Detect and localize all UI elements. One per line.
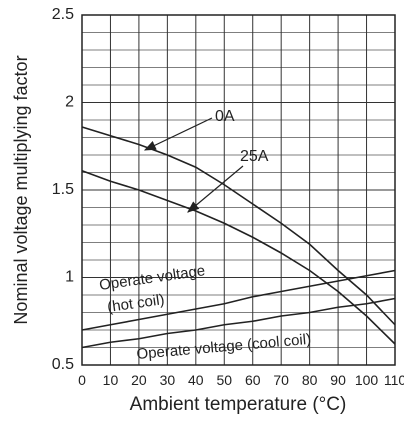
y-tick-label: 2 <box>65 94 74 111</box>
line-series <box>81 126 396 326</box>
line-series <box>81 269 396 331</box>
x-tick-label: 110 <box>384 372 404 388</box>
y-tick-label: 1 <box>65 269 74 286</box>
x-tick-label: 90 <box>330 372 346 388</box>
x-tick-label: 100 <box>355 372 379 388</box>
x-tick-label: 10 <box>103 372 119 388</box>
line-series <box>81 169 396 345</box>
y-tick-label: 1.5 <box>52 181 74 198</box>
plot-frame <box>81 14 396 366</box>
x-tick-label: 70 <box>273 372 289 388</box>
x-tick-label: 50 <box>216 372 232 388</box>
line-series <box>81 297 396 349</box>
series-label: 0A <box>215 108 235 125</box>
y-tick-label: 0.5 <box>52 356 74 373</box>
x-tick-label: 60 <box>245 372 261 388</box>
y-tick-label: 2.5 <box>52 6 74 23</box>
x-tick-label: 0 <box>78 372 86 388</box>
arrow <box>187 165 244 213</box>
arrow <box>143 117 213 151</box>
x-tick-label: 40 <box>188 372 204 388</box>
x-tick-label: 30 <box>160 372 176 388</box>
annotation: Operate voltage <box>98 262 206 294</box>
x-tick-label: 80 <box>302 372 318 388</box>
x-tick-label: 20 <box>131 372 147 388</box>
series-label: 25A <box>240 148 269 165</box>
y-axis-label: Nominal voltage multiplying factor <box>11 55 31 324</box>
x-axis-label: Ambient temperature (°C) <box>130 394 347 415</box>
